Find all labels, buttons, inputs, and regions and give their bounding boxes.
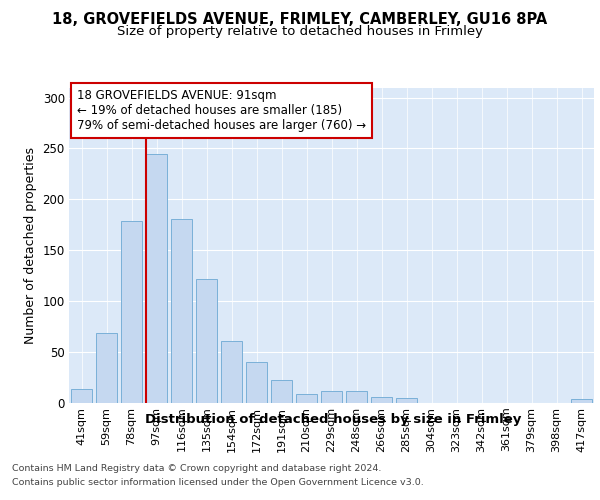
- Bar: [96, 334, 117, 402]
- Bar: [171, 218, 192, 402]
- Text: Contains public sector information licensed under the Open Government Licence v3: Contains public sector information licen…: [12, 478, 424, 487]
- Bar: [371, 398, 392, 402]
- Bar: [296, 394, 317, 402]
- Bar: [346, 392, 367, 402]
- Bar: [246, 362, 267, 403]
- Text: Size of property relative to detached houses in Frimley: Size of property relative to detached ho…: [117, 25, 483, 38]
- Bar: [121, 220, 142, 402]
- Bar: [396, 398, 417, 402]
- Text: 18, GROVEFIELDS AVENUE, FRIMLEY, CAMBERLEY, GU16 8PA: 18, GROVEFIELDS AVENUE, FRIMLEY, CAMBERL…: [52, 12, 548, 28]
- Bar: [221, 340, 242, 402]
- Bar: [71, 390, 92, 402]
- Bar: [271, 380, 292, 402]
- Y-axis label: Number of detached properties: Number of detached properties: [24, 146, 37, 344]
- Text: Distribution of detached houses by size in Frimley: Distribution of detached houses by size …: [145, 412, 521, 426]
- Text: 18 GROVEFIELDS AVENUE: 91sqm
← 19% of detached houses are smaller (185)
79% of s: 18 GROVEFIELDS AVENUE: 91sqm ← 19% of de…: [77, 89, 366, 132]
- Bar: [321, 392, 342, 402]
- Bar: [146, 154, 167, 402]
- Text: Contains HM Land Registry data © Crown copyright and database right 2024.: Contains HM Land Registry data © Crown c…: [12, 464, 382, 473]
- Bar: [196, 278, 217, 402]
- Bar: [571, 400, 592, 402]
